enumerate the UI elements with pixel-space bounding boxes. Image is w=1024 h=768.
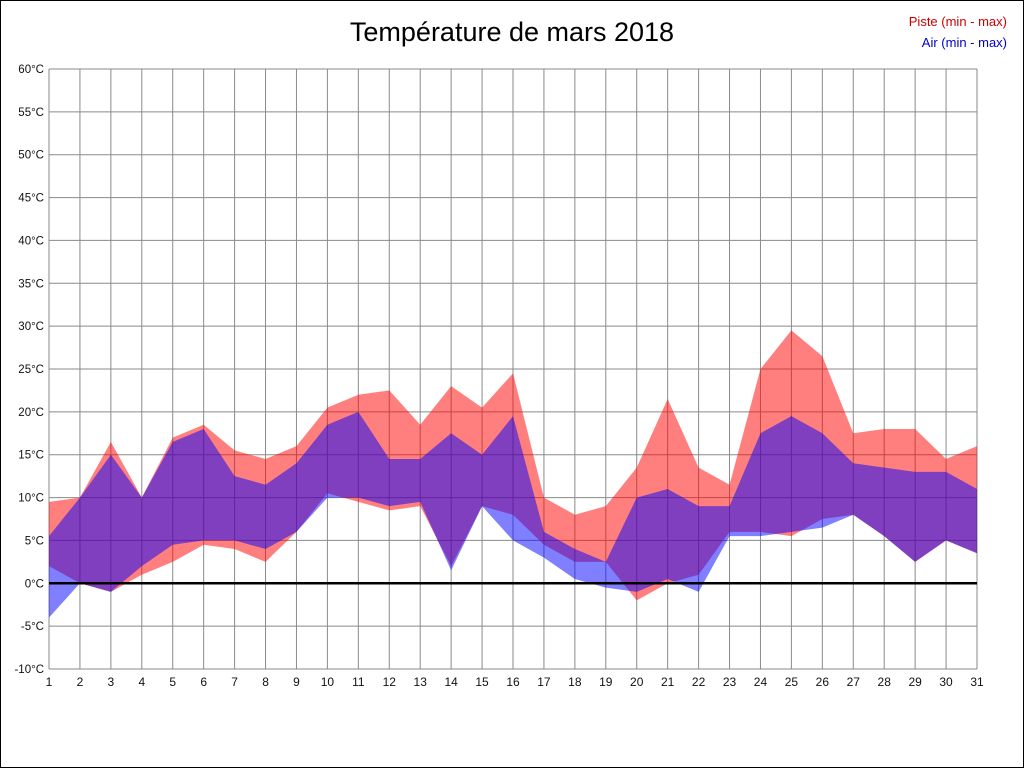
x-tick-label: 11 xyxy=(352,675,365,689)
x-tick-label: 4 xyxy=(138,675,145,689)
y-tick-label: 40°C xyxy=(18,235,44,247)
x-tick-label: 25 xyxy=(785,675,799,689)
x-tick-label: 7 xyxy=(231,675,238,689)
x-tick-label: 12 xyxy=(383,675,397,689)
y-tick-label: 0°C xyxy=(25,578,44,590)
x-tick-label: 31 xyxy=(970,675,984,689)
y-tick-label: 15°C xyxy=(18,450,44,462)
y-tick-label: 45°C xyxy=(18,193,44,205)
x-tick-label: 18 xyxy=(568,675,582,689)
x-tick-label: 29 xyxy=(908,675,922,689)
x-tick-label: 19 xyxy=(599,675,613,689)
y-tick-label: 50°C xyxy=(18,150,44,162)
legend-piste: Piste (min - max) xyxy=(908,14,1007,29)
x-tick-label: 20 xyxy=(630,675,644,689)
x-tick-label: 16 xyxy=(506,675,520,689)
x-tick-label: 8 xyxy=(262,675,269,689)
y-tick-label: 35°C xyxy=(18,278,44,290)
x-tick-label: 10 xyxy=(321,675,335,689)
y-tick-label: 10°C xyxy=(18,493,44,505)
y-tick-label: -5°C xyxy=(21,621,44,633)
x-tick-label: 24 xyxy=(754,675,768,689)
x-tick-label: 17 xyxy=(537,675,551,689)
y-tick-label: 20°C xyxy=(18,407,44,419)
x-tick-label: 2 xyxy=(77,675,84,689)
x-tick-label: 23 xyxy=(723,675,737,689)
x-tick-label: 26 xyxy=(816,675,830,689)
x-tick-label: 21 xyxy=(661,675,675,689)
chart-legend: Piste (min - max) Air (min - max) xyxy=(909,11,1007,53)
x-tick-label: 6 xyxy=(200,675,207,689)
x-tick-label: 13 xyxy=(414,675,428,689)
y-tick-label: 30°C xyxy=(18,321,44,333)
x-tick-label: 1 xyxy=(46,675,53,689)
series-band xyxy=(49,411,977,618)
y-tick-label: 55°C xyxy=(18,107,44,119)
x-tick-label: 15 xyxy=(475,675,489,689)
y-tick-label: 25°C xyxy=(18,364,44,376)
x-tick-label: 14 xyxy=(444,675,458,689)
x-tick-label: 30 xyxy=(939,675,953,689)
chart-title: Température de mars 2018 xyxy=(349,17,675,47)
x-tick-label: 27 xyxy=(847,675,861,689)
y-tick-label: 60°C xyxy=(18,64,44,76)
y-tick-label: -10°C xyxy=(14,664,44,676)
x-tick-label: 5 xyxy=(169,675,176,689)
x-tick-label: 28 xyxy=(878,675,892,689)
x-tick-label: 22 xyxy=(692,675,706,689)
legend-air: Air (min - max) xyxy=(921,35,1007,50)
x-tick-label: 3 xyxy=(108,675,115,689)
y-tick-label: 5°C xyxy=(25,535,44,547)
x-tick-label: 9 xyxy=(293,675,300,689)
